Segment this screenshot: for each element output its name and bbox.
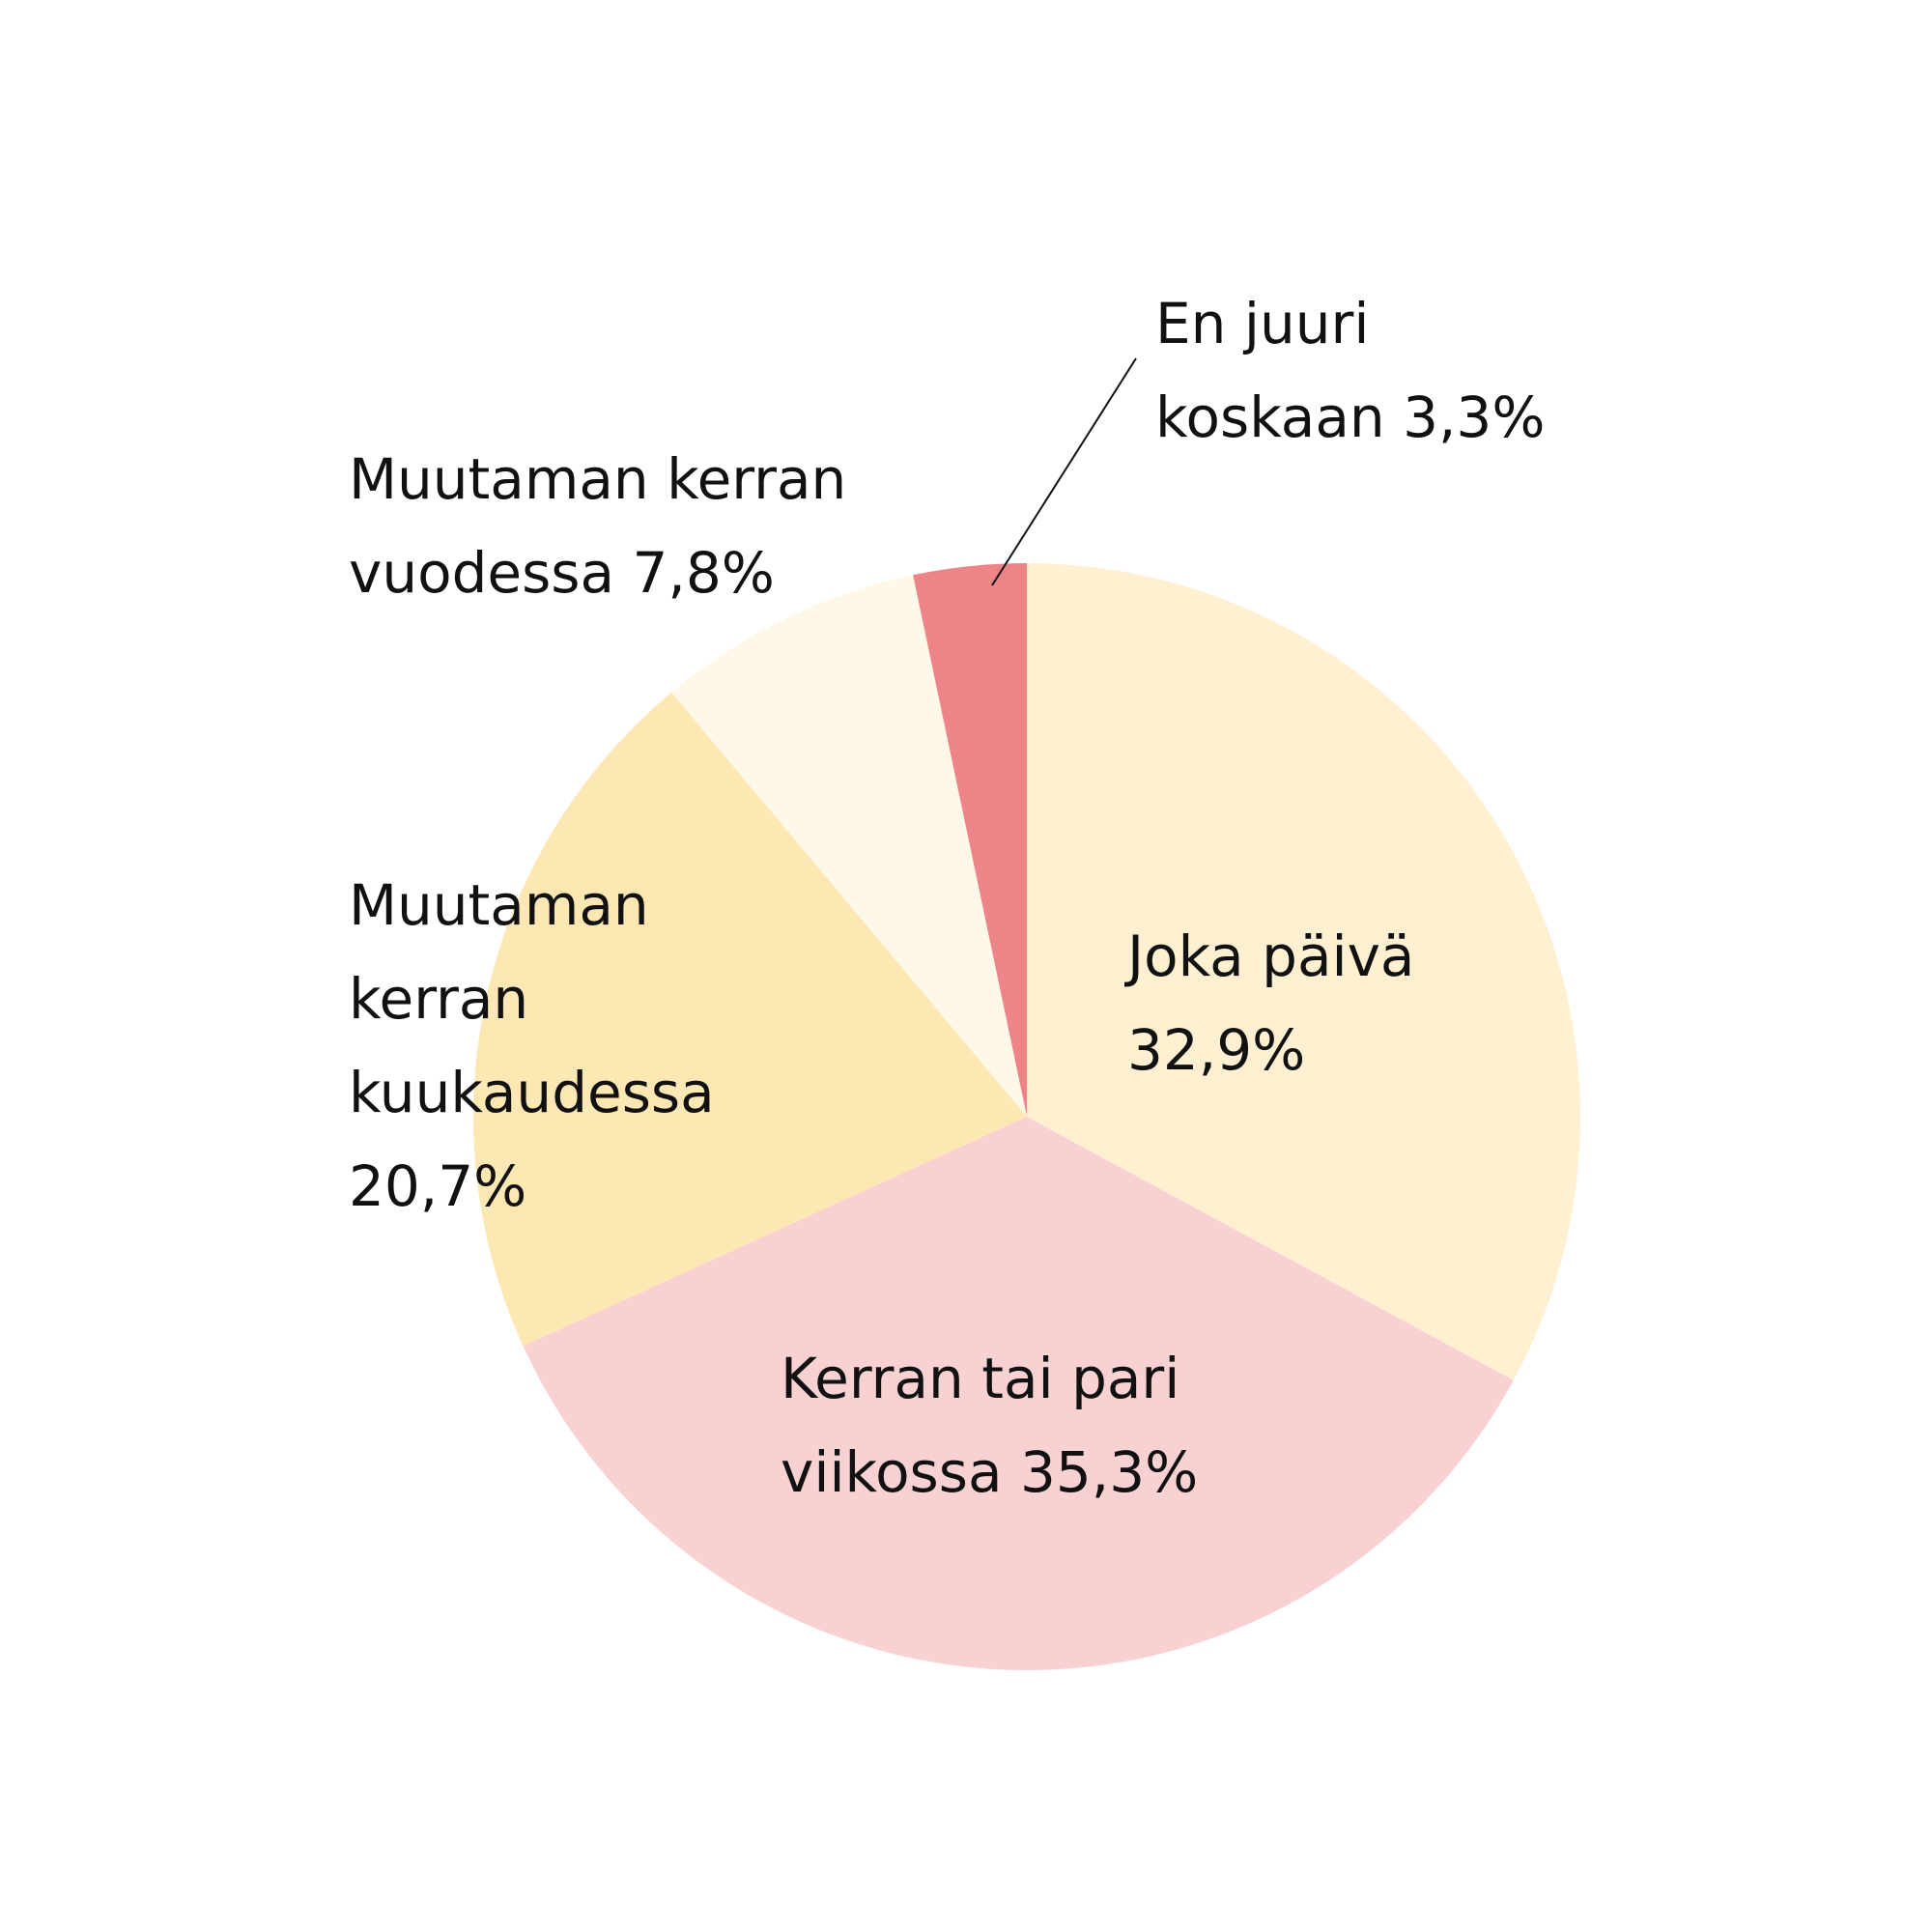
pie-slice: [523, 1117, 1514, 1671]
slice-label: Joka päivä 32,9%: [1127, 910, 1494, 1097]
pie-slice: [913, 563, 1027, 1117]
value-label: 20,7%: [349, 1153, 527, 1219]
leader-line: [991, 357, 1137, 586]
pie-slice: [670, 575, 1027, 1117]
category-label: Muutaman kerran vuodessa: [349, 446, 847, 606]
slice-label: Kerran tai pari viikossa 35,3%: [781, 1332, 1283, 1520]
value-label: 3,3%: [1403, 384, 1546, 450]
category-label: Kerran tai pari viikossa: [781, 1346, 1180, 1505]
pie-slice: [1027, 563, 1581, 1380]
pie-slice: [472, 692, 1027, 1347]
slice-label: Muutaman kerran vuodessa 7,8%: [349, 433, 928, 620]
category-label: Joka päivä: [1127, 923, 1415, 989]
value-label: 7,8%: [632, 540, 775, 606]
slice-label: En juuri koskaan 3,3%: [1155, 277, 1571, 465]
category-label: En juuri koskaan: [1155, 291, 1385, 450]
slice-label: Muutaman kerran kuukaudessa 20,7%: [349, 859, 716, 1234]
value-label: 35,3%: [1019, 1439, 1199, 1505]
value-label: 32,9%: [1127, 1017, 1306, 1083]
category-label: Muutaman kerran kuukaudessa: [349, 872, 715, 1125]
